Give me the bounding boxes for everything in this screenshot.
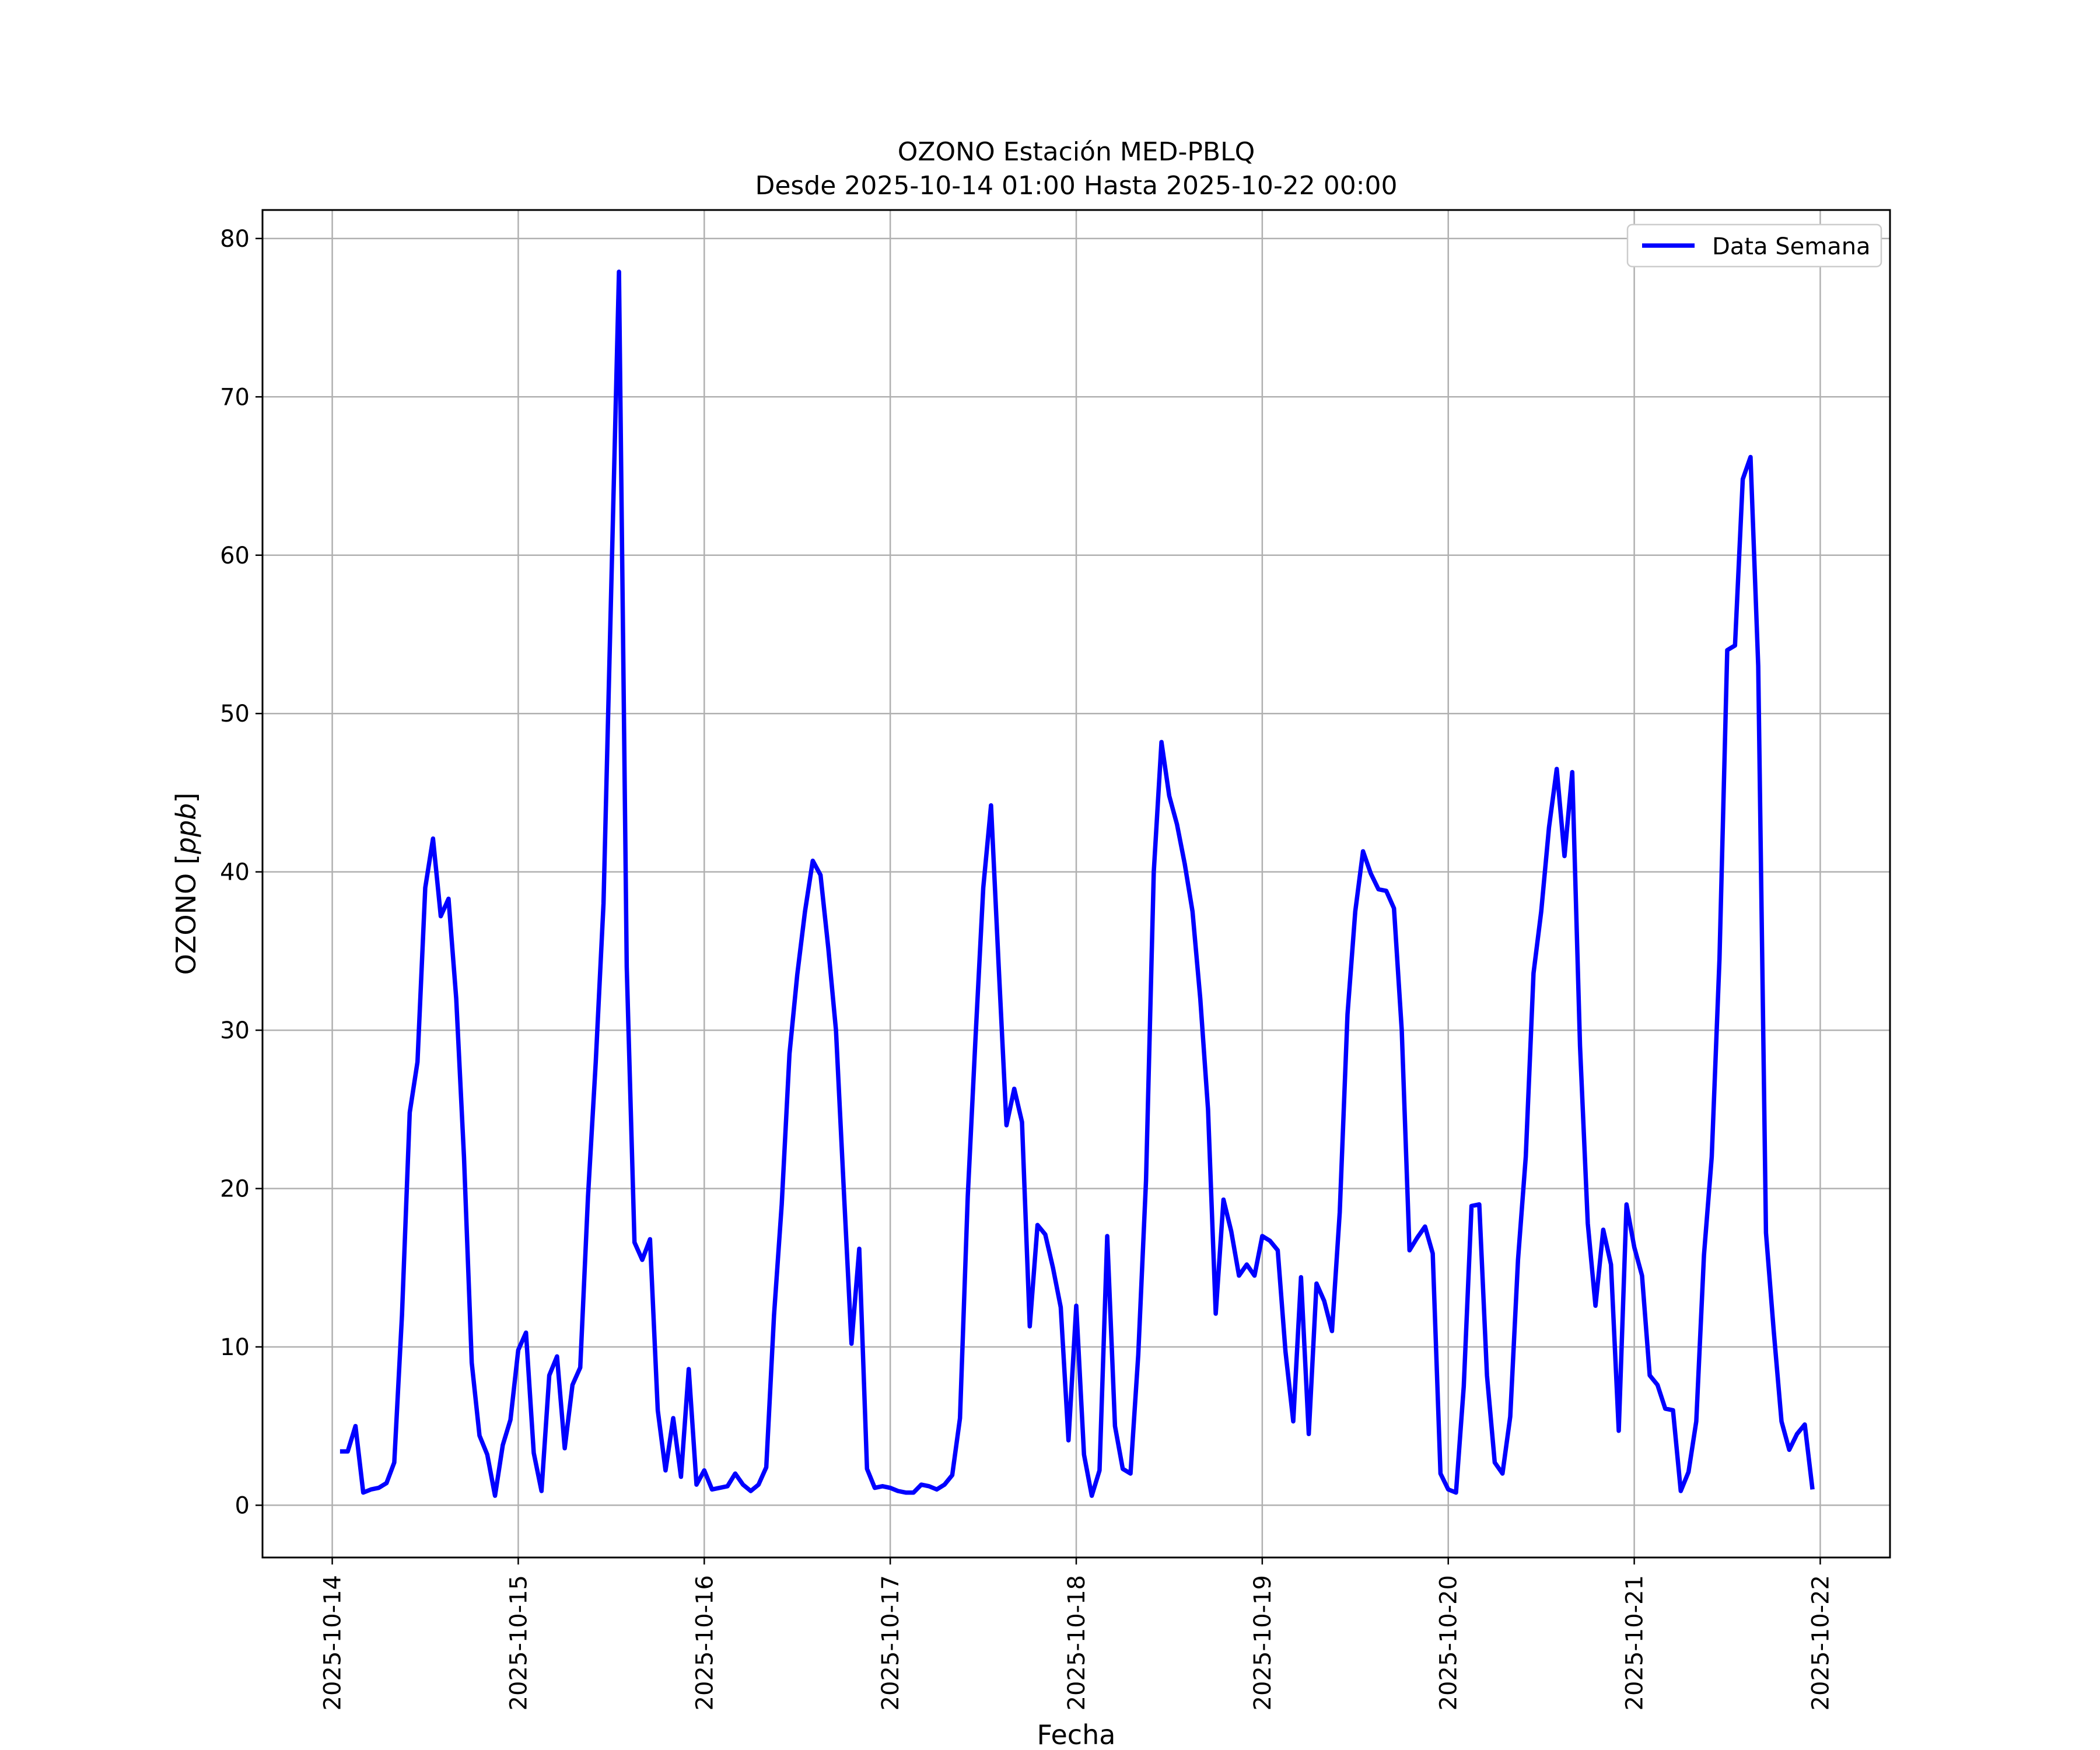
x-tick-label: 2025-10-22 [1807,1575,1834,1710]
axis-ticks: 0 10 20 30 40 50 60 70 80 2025-10-14 2025-10-15 202… [220,226,1834,1711]
legend-box [1626,223,1882,268]
x-tick-label: 2025-10-20 [1436,1575,1462,1710]
y-axis-label-unit: ppb [170,803,202,855]
legend-series-label: Data Semana [1712,233,1871,260]
x-tick-label: 2025-10-14 [320,1575,346,1710]
x-tick-label: 2025-10-17 [877,1575,904,1710]
y-tick-label: 20 [220,1176,250,1203]
grid-lines [262,210,1890,1558]
y-tick-label: 10 [220,1334,250,1361]
y-axis-label-name: OZONO [ [170,854,202,975]
data-series [340,270,1815,1498]
y-axis-label: OZONO [ppb] [170,793,202,975]
x-tick-label: 2025-10-19 [1250,1575,1276,1710]
x-tick-label: 2025-10-18 [1063,1575,1090,1710]
x-axis-label: Fecha [1037,1719,1116,1750]
chart-subtitle: Desde 2025-10-14 01:00 Hasta 2025-10-22 … [755,171,1397,201]
y-tick-label: 60 [220,542,250,569]
chart-legend: Data Semana [1626,223,1882,268]
y-tick-label: 40 [220,859,250,886]
x-tick-label: 2025-10-16 [691,1575,718,1710]
y-tick-label: 80 [220,226,250,253]
y-tick-label: 70 [220,384,250,411]
x-tick-label: 2025-10-15 [505,1575,532,1710]
y-tick-label: 30 [220,1017,250,1044]
y-tick-label: 50 [220,701,250,727]
chart-title: OZONO Estación MED-PBLQ [898,137,1255,167]
x-tick-label: 2025-10-21 [1622,1575,1648,1710]
series-line [340,270,1815,1498]
y-tick-label: 0 [235,1492,250,1519]
y-axis-label-bracket: ] [170,793,202,803]
